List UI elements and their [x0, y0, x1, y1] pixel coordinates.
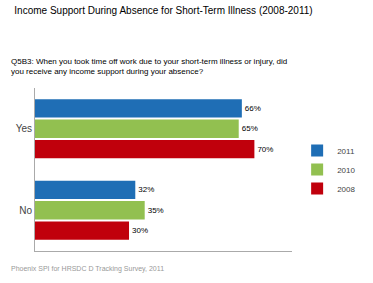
svg-text:2010: 2010 — [337, 166, 355, 175]
svg-text:30%: 30% — [132, 226, 148, 235]
svg-text:35%: 35% — [148, 206, 164, 215]
svg-text:2011: 2011 — [337, 147, 355, 156]
svg-text:70%: 70% — [257, 145, 273, 154]
svg-text:No: No — [19, 205, 32, 216]
svg-text:Yes: Yes — [16, 123, 32, 134]
svg-text:65%: 65% — [242, 124, 258, 133]
svg-text:Phoenix SPI for HRSDC D Tracki: Phoenix SPI for HRSDC D Tracking Survey,… — [11, 265, 164, 273]
svg-text:66%: 66% — [245, 104, 261, 113]
svg-text:Income Support During Absence: Income Support During Absence for Short-… — [14, 5, 312, 16]
svg-text:Q5B3: When you took time off w: Q5B3: When you took time off work due to… — [11, 57, 287, 76]
svg-text:32%: 32% — [138, 185, 154, 194]
svg-text:2008: 2008 — [337, 185, 355, 194]
